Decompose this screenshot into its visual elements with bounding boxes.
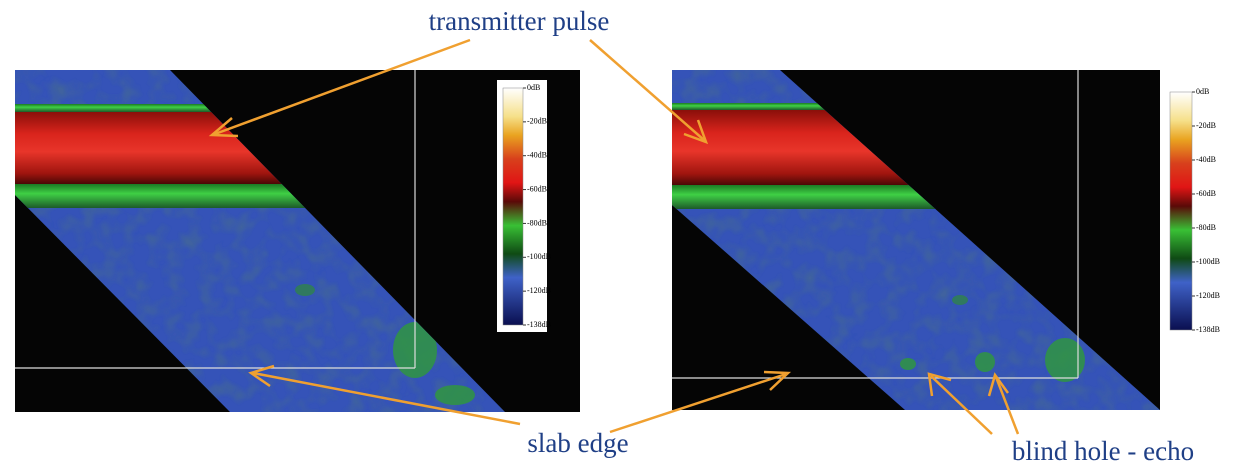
scan-left: 0dB -20dB -40dB -60dB -80dB -100dB -120dB -138d… (15, 70, 580, 412)
figure: 0dB -20dB -40dB -60dB -80dB -100dB -120dB -138d… (0, 0, 1253, 467)
scan-right: 0dB -20dB -40dB -60dB -80dB -100dB -120dB -138d… (672, 70, 1220, 410)
annotation: slab edge (527, 428, 628, 458)
colorbar-label: -120dB (527, 286, 551, 295)
colorbar-label: 0dB (1196, 87, 1209, 96)
colorbar-label: -40dB (1196, 155, 1216, 164)
colorbar-label: -60dB (527, 184, 547, 193)
colorbar-label: -100dB (1196, 257, 1220, 266)
colorbar-label: -40dB (527, 151, 547, 160)
annotation: transmitter pulse (429, 6, 610, 36)
colorbar-label: -138dB (527, 320, 551, 329)
colorbar-label: -20dB (527, 117, 547, 126)
colorbar-label: -100dB (527, 252, 551, 261)
annotation: blind hole - echo (1012, 436, 1194, 466)
colorbar-label: -80dB (1196, 223, 1216, 232)
colorbar-label: -120dB (1196, 291, 1220, 300)
colorbar-label: -60dB (1196, 189, 1216, 198)
colorbar-label: -138dB (1196, 325, 1220, 334)
colorbar-label: -20dB (1196, 121, 1216, 130)
colorbar-label: -80dB (527, 218, 547, 227)
colorbar-label: 0dB (527, 83, 540, 92)
